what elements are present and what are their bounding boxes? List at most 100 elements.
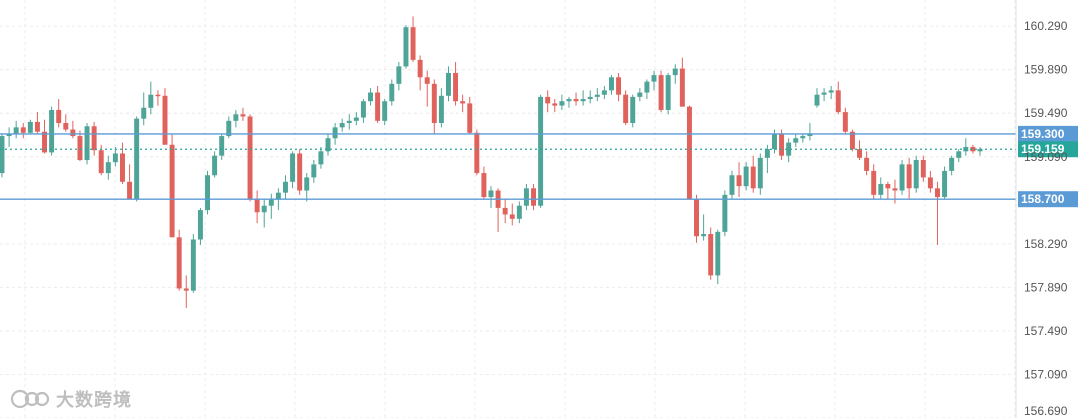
candle-body [885,183,891,189]
candle-body [304,177,310,191]
candle-body [445,72,451,96]
candle-body [368,92,374,102]
candle-body [141,107,147,119]
candle-body [516,205,522,219]
candle-body [438,95,444,124]
candle-body [523,188,529,206]
candle-body [389,83,395,102]
candle-body [375,92,381,121]
candle-body [212,155,218,176]
candle-body [906,164,912,189]
candle-body [261,205,267,213]
price-tick-label: 157.890 [1024,280,1068,294]
candle-body [127,181,133,200]
candle-body [559,101,565,106]
price-level-tag [1018,125,1078,142]
candle-body [821,92,827,95]
candle-body [800,136,806,139]
candle-body [318,151,324,165]
candle-body [665,75,671,110]
candle-body [779,133,785,156]
candle-body [786,142,792,156]
candle-body [934,188,940,198]
candle-body [708,234,714,276]
candle-body [467,103,473,133]
candle-body [183,288,189,291]
candle-body [538,96,544,206]
candle-body [474,132,480,174]
candle-body [254,199,260,213]
candle-body [601,90,607,95]
price-tick-label: 160.290 [1024,19,1068,33]
candle-body [949,157,955,171]
candle-body [771,133,777,150]
candle-body [764,149,770,158]
candle-body [27,121,33,133]
candle-body [878,183,884,195]
candle-body [793,138,799,143]
candle-body [580,99,586,102]
candle-body [282,181,288,193]
candle-body [290,153,296,182]
candle-body [403,27,409,67]
candle-body [339,123,345,128]
watermark-text: 大数跨境 [56,390,132,410]
candle-body [84,126,90,161]
candle-body [658,75,664,110]
candle-body [545,96,551,104]
candle-body [49,109,55,153]
price-tick-label: 157.490 [1024,324,1068,338]
candle-body [835,90,841,113]
candle-body [970,146,976,152]
candle-body [56,109,62,124]
candle-body [205,175,211,211]
candle-body [169,144,175,238]
price-tick-label: 156.690 [1024,404,1068,418]
candle-body [849,131,855,150]
candle-body [431,83,437,124]
candle-body [190,239,196,291]
candle-body [864,157,870,171]
candle-body [233,114,239,121]
price-tick-label: 159.490 [1024,106,1068,120]
candle-body [162,95,168,145]
candle-body [927,177,933,189]
candle-body [899,164,905,191]
candle-body [488,190,494,198]
candle-body [857,149,863,158]
candle-body [325,138,331,152]
candle-body [828,90,834,93]
candle-body [424,77,430,84]
candle-body [750,166,756,189]
candle-body [573,99,579,102]
current-price-tag [1018,141,1078,158]
candle-body [913,160,919,189]
candle-body [176,237,182,289]
price-level-label: 158.700 [1021,192,1065,206]
price-level-lines: 159.300 158.700 159.159 [0,125,1078,208]
candle-body [219,136,225,156]
candle-body [729,175,735,195]
candle-body [743,166,749,187]
candle-body [644,81,650,93]
candle-body [42,131,48,153]
grid-lines [0,0,1016,418]
candle-body [77,136,83,161]
candle-body [247,116,253,200]
candle-body [942,170,948,198]
candle-body [332,127,338,139]
candle-body [0,136,5,174]
candle-body [6,133,12,137]
candle-body [608,77,614,91]
candle-body [417,59,423,78]
candle-body [410,27,416,60]
candle-body [91,126,97,151]
candle-body [20,127,26,133]
watermark-logo-icon [10,389,50,409]
candle-body [871,170,877,195]
candle-body [453,72,459,102]
candle-body [594,94,600,97]
candle-body [977,149,983,152]
candle-body [240,114,246,117]
candle-body [701,234,707,237]
